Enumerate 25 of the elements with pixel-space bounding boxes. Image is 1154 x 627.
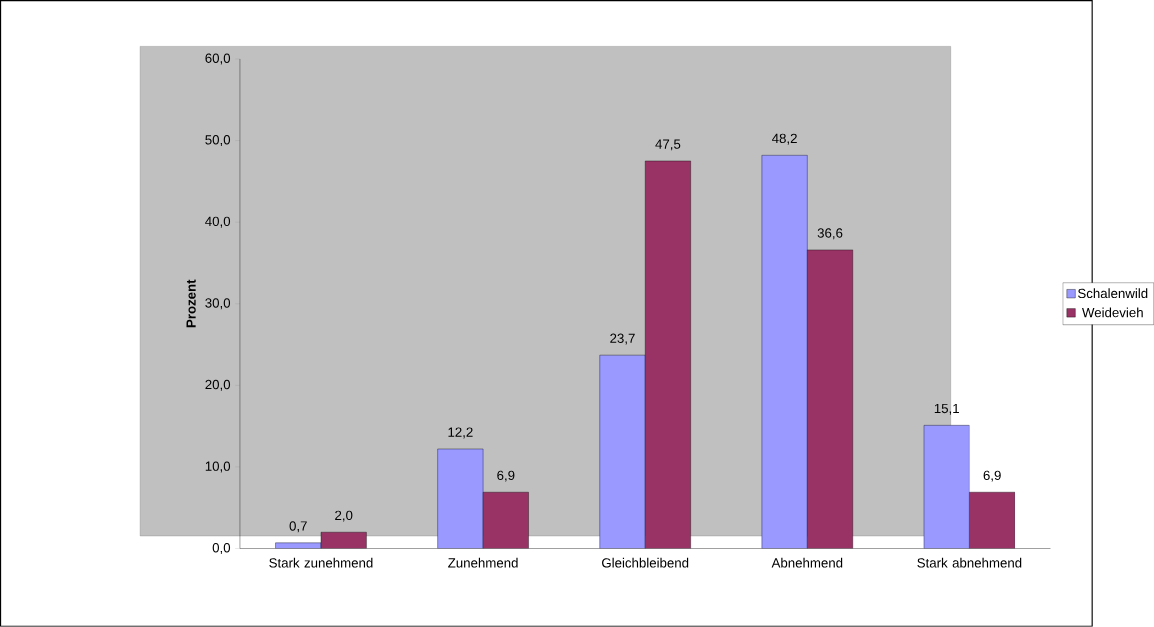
legend-label: Schalenwild xyxy=(1078,288,1148,299)
x-tick-label: Zunehmend xyxy=(448,557,518,568)
x-tick-label: Stark zunehmend xyxy=(269,557,373,568)
y-tick-label: 60,0 xyxy=(205,53,231,65)
x-tick-label: Abnehmend xyxy=(771,557,843,568)
y-axis-title: Prozent xyxy=(186,279,196,328)
data-label: 36,6 xyxy=(817,228,843,240)
y-tick-label: 20,0 xyxy=(205,379,231,391)
data-label: 23,7 xyxy=(610,333,635,345)
y-tick-label: 10,0 xyxy=(205,461,231,473)
y-tick-label: 0,0 xyxy=(212,543,231,555)
x-tick-label: Gleichbleibend xyxy=(602,557,689,568)
data-label: 48,2 xyxy=(772,133,797,145)
y-tick-label: 30,0 xyxy=(205,298,231,310)
legend-label: Weidevieh xyxy=(1082,307,1143,318)
data-label: 12,2 xyxy=(448,427,473,439)
data-label: 6,9 xyxy=(497,470,515,482)
y-tick-label: 40,0 xyxy=(205,216,231,228)
data-label: 2,0 xyxy=(335,510,353,522)
y-tick-label: 50,0 xyxy=(205,135,231,147)
x-tick-label: Stark abnehmend xyxy=(917,557,1022,568)
data-label: 15,1 xyxy=(934,403,959,415)
data-label: 47,5 xyxy=(655,139,681,151)
data-label: 6,9 xyxy=(983,470,1001,482)
data-label: 0,7 xyxy=(289,521,307,533)
